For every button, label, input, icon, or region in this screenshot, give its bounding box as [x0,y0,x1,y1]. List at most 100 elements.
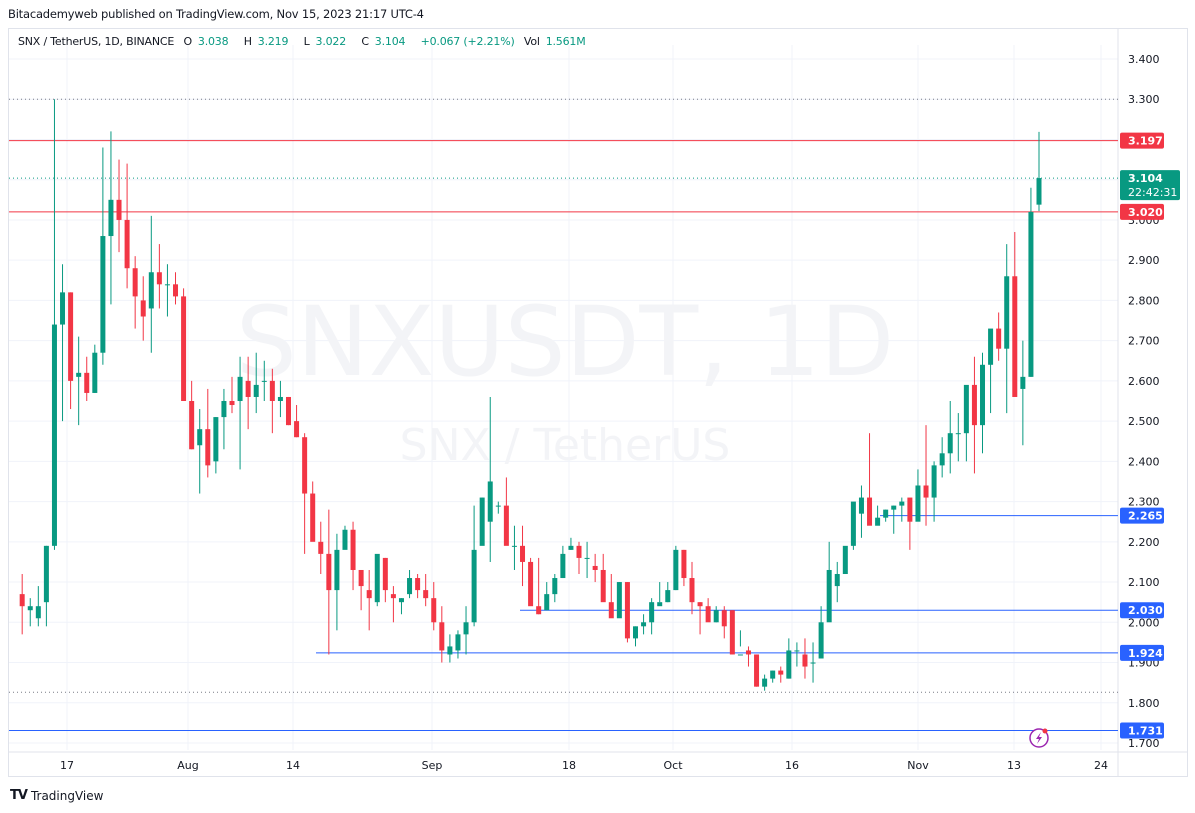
candle[interactable] [398,598,404,615]
candle[interactable] [616,582,622,619]
candle[interactable] [455,630,461,659]
candle[interactable] [140,276,146,341]
candle[interactable] [479,497,485,546]
candle[interactable] [858,485,864,538]
candle[interactable] [729,610,735,655]
candle[interactable] [68,292,74,410]
candle[interactable] [213,417,219,474]
candle[interactable] [124,163,130,289]
candle[interactable] [624,582,630,643]
candle[interactable] [778,666,784,683]
candle[interactable] [794,642,800,667]
candle[interactable] [245,356,251,430]
candle[interactable] [875,505,881,526]
candle[interactable] [867,433,873,526]
candle[interactable] [164,264,170,317]
candle[interactable] [641,614,647,635]
candle[interactable] [713,606,719,623]
candle[interactable] [818,606,824,659]
candle[interactable] [745,646,751,667]
candle[interactable] [27,598,33,627]
candle[interactable] [173,272,179,305]
candle[interactable] [221,388,227,450]
candle[interactable] [495,501,501,514]
candle[interactable] [1012,232,1018,397]
candle[interactable] [407,569,413,599]
candle[interactable] [931,461,937,522]
candle[interactable] [899,497,905,522]
candle[interactable] [253,352,259,414]
candle[interactable] [842,545,848,575]
candle[interactable] [181,288,187,401]
candle[interactable] [850,501,856,550]
candle[interactable] [197,409,203,494]
candle[interactable] [1028,187,1034,377]
candle[interactable] [415,574,421,599]
candle[interactable] [447,634,453,663]
candle[interactable] [229,376,235,414]
candle[interactable] [205,388,211,478]
candle[interactable] [60,264,66,422]
candle[interactable] [1004,244,1010,414]
candle[interactable] [915,469,921,522]
candle[interactable] [19,574,25,635]
candle[interactable] [100,147,106,365]
candle[interactable] [374,553,380,607]
candle[interactable] [528,557,534,607]
candle[interactable] [35,586,41,627]
candle[interactable] [762,674,768,691]
candle[interactable] [294,405,300,438]
candle[interactable] [342,525,348,550]
candle[interactable] [963,384,969,462]
candle[interactable] [592,553,598,583]
candle[interactable] [76,336,82,426]
candle[interactable] [923,425,929,526]
candle[interactable] [334,533,340,631]
candle[interactable] [802,638,808,679]
candle[interactable] [939,437,945,478]
candle[interactable] [576,541,582,575]
candle[interactable] [971,356,977,474]
candle[interactable] [834,561,840,603]
candle[interactable] [955,413,961,462]
candle[interactable] [237,356,243,470]
candle[interactable] [689,561,695,615]
candle[interactable] [261,360,267,401]
candle[interactable] [826,541,832,623]
candle[interactable] [988,328,994,414]
candle[interactable] [600,553,606,603]
candle[interactable] [439,606,445,663]
candle[interactable] [996,312,1002,361]
candle[interactable] [471,505,477,627]
candle[interactable] [754,654,760,687]
candle[interactable] [681,549,687,587]
candle[interactable] [423,574,429,607]
candle[interactable] [511,525,517,570]
candle[interactable] [649,598,655,635]
candle[interactable] [132,256,138,329]
candle[interactable] [536,557,542,615]
candle[interactable] [269,368,275,434]
candle[interactable] [947,400,953,474]
candle[interactable] [520,525,526,587]
candle[interactable] [51,99,57,550]
candle[interactable] [1020,340,1026,446]
candle[interactable] [705,598,711,623]
candle[interactable] [92,344,98,393]
candle[interactable] [285,396,291,426]
candle[interactable] [463,606,469,655]
candle[interactable] [552,574,558,603]
candle[interactable] [318,521,324,575]
candle[interactable] [560,545,566,579]
legend-symbol[interactable]: SNX / TetherUS, 1D, BINANCE [18,35,175,48]
candle[interactable] [657,582,663,607]
candle[interactable] [382,557,388,603]
candle[interactable] [584,541,590,579]
candle[interactable] [326,509,332,655]
candle[interactable] [673,545,679,591]
candle[interactable] [1036,131,1042,212]
candle[interactable] [770,670,776,683]
candle[interactable] [633,626,638,647]
candle[interactable] [810,642,816,683]
alert-lightning-icon[interactable] [1029,728,1049,748]
